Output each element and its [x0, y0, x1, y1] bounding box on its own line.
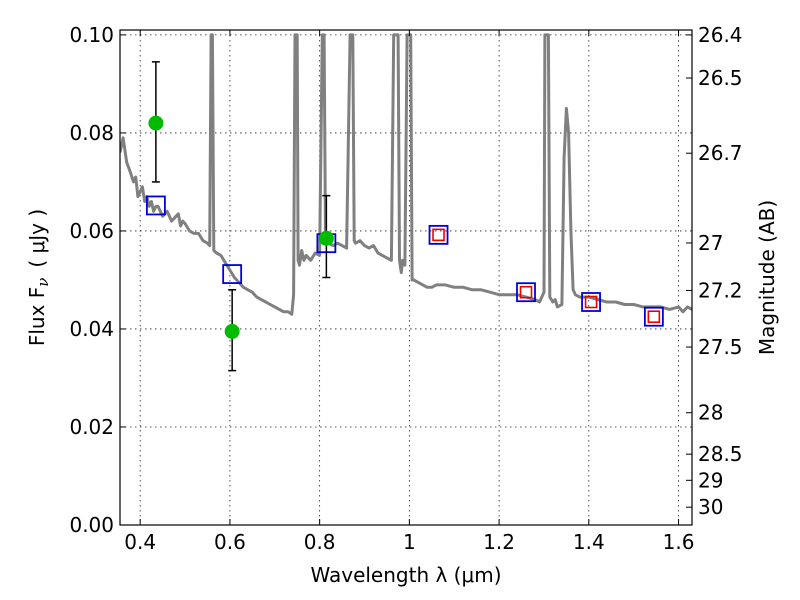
model-flux-square-blue: [643, 306, 664, 327]
x-tick-label: 0.8: [304, 530, 336, 554]
x-tick-label: 1.4: [573, 530, 605, 554]
y2-tick-label: 26.7: [698, 141, 743, 165]
y2-tick-label: 26.5: [698, 66, 743, 90]
model-flux-square-blue: [145, 195, 166, 216]
observed-flux-point: [148, 115, 164, 131]
y2-tick-label: 27.2: [698, 278, 743, 302]
model-flux-square-red: [584, 295, 598, 309]
x-tick-label: 0.6: [214, 530, 246, 554]
y-axis-label: Flux Fν ( μJy ): [25, 209, 52, 346]
right-axis-label: Magnitude (AB): [755, 200, 779, 355]
observed-flux-point: [318, 230, 334, 246]
observed-flux-point: [224, 323, 240, 339]
model-flux-square-red: [432, 228, 445, 242]
model-flux-square-red: [519, 285, 533, 299]
y2-tick-label: 30: [698, 495, 723, 519]
x-axis-label: Wavelength λ (μm): [310, 563, 501, 587]
x-tick-label: 1.6: [663, 530, 695, 554]
x-tick-label: 0.4: [124, 530, 156, 554]
data-markers: [145, 61, 664, 372]
y2-tick-label: 29: [698, 468, 723, 492]
model-flux-square-blue: [222, 264, 243, 284]
x-tick-label: 1.2: [483, 530, 515, 554]
y-tick-label: 0.02: [69, 415, 114, 439]
x-tick-label: 1: [403, 530, 416, 554]
y-tick-label: 0.08: [69, 121, 114, 145]
y-tick-label: 0.10: [69, 23, 114, 47]
model-flux-square-blue: [581, 292, 601, 312]
model-flux-square-blue: [428, 224, 449, 245]
model-flux-square-blue: [516, 282, 536, 303]
y-tick-label: 0.00: [69, 513, 114, 537]
plot-frame: [119, 29, 693, 526]
y2-tick-label: 26.4: [698, 23, 743, 47]
template-spectrum: [120, 33, 692, 316]
axis-ticks: 0.4 0.6 0.8 1 1.2 1.4 1.6 0.00 0.02 0.04 0.06 0.08 0…: [69, 23, 742, 554]
y2-tick-label: 27.5: [698, 335, 743, 359]
y-tick-label: 0.06: [69, 219, 114, 243]
y-axis-label-unit: ( μJy ): [25, 209, 49, 268]
y2-tick-label: 28.5: [698, 442, 743, 466]
model-flux-square-red: [647, 310, 661, 324]
y2-tick-label: 28: [698, 401, 723, 425]
y-axis-label-subscript: ν: [34, 278, 52, 287]
y-tick-label: 0.04: [69, 317, 114, 341]
y-axis-label-main: Flux F: [25, 287, 49, 346]
y2-tick-label: 27: [698, 231, 723, 255]
template-spectrum-line: [120, 33, 692, 316]
